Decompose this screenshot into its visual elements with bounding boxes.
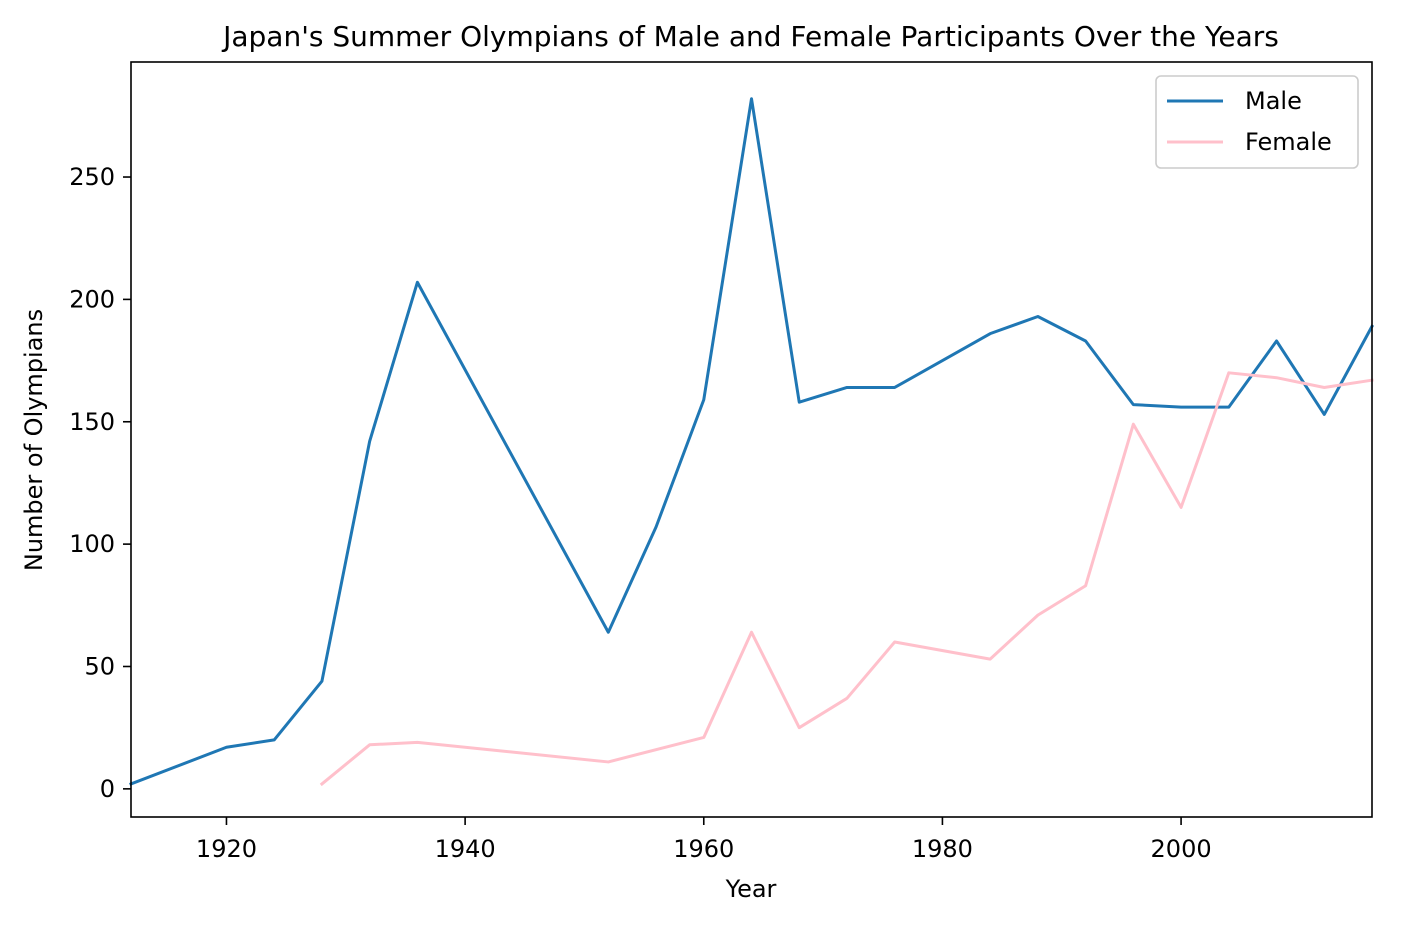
x-tick-label: 2000 — [1151, 835, 1212, 863]
chart-title: Japan's Summer Olympians of Male and Fem… — [221, 20, 1279, 53]
y-tick-label: 0 — [100, 775, 115, 803]
x-tick-label: 1980 — [912, 835, 973, 863]
x-tick-label: 1920 — [196, 835, 257, 863]
y-tick-label: 100 — [69, 530, 115, 558]
y-tick-label: 50 — [84, 652, 115, 680]
legend-label-male: Male — [1245, 87, 1302, 115]
y-tick-label: 200 — [69, 285, 115, 313]
x-axis-ticks: 1920 1940 1960 1980 2000 — [196, 817, 1212, 863]
plot-lines — [129, 97, 1375, 787]
legend-label-female: Female — [1245, 128, 1332, 156]
x-tick-label: 1940 — [435, 835, 496, 863]
y-axis-ticks: 0 50 100 150 200 250 — [69, 163, 131, 803]
series-line-male — [129, 97, 1375, 786]
y-tick-label: 150 — [69, 408, 115, 436]
y-axis-label: Number of Olympians — [20, 309, 48, 571]
plot-frame — [130, 61, 1373, 818]
x-axis-label: Year — [725, 875, 777, 903]
y-tick-label: 250 — [69, 163, 115, 191]
legend-box — [1155, 75, 1359, 169]
legend: Male Female — [1155, 75, 1359, 169]
series-line-female — [319, 371, 1374, 787]
x-tick-label: 1960 — [673, 835, 734, 863]
